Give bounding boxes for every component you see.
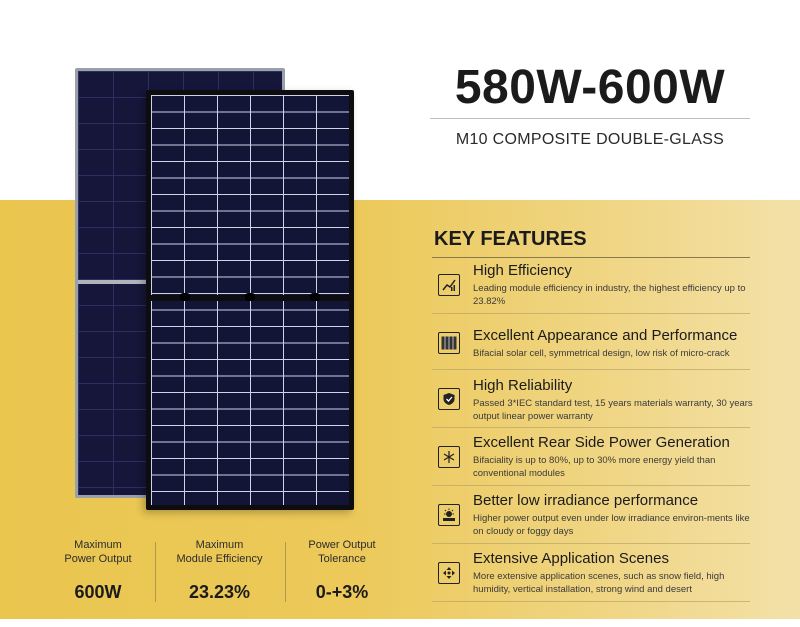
feature-title: Excellent Appearance and Performance	[473, 327, 738, 344]
junction-box	[310, 293, 320, 301]
feature-divider	[432, 601, 750, 602]
feature-description: Bifacial solar cell, symmetrical design,…	[473, 348, 730, 359]
key-features-divider	[432, 257, 750, 258]
spec-power-tolerance: Power Output Tolerance 0-+3%	[292, 538, 392, 608]
feature-title: Extensive Application Scenes	[473, 550, 669, 567]
feature-item: High Efficiency Leading module efficienc…	[432, 258, 750, 314]
low-irradiance-icon	[438, 504, 460, 526]
bottom-margin	[0, 619, 800, 627]
spec-module-efficiency: Maximum Module Efficiency 23.23%	[162, 538, 277, 608]
feature-description: Bifaciality is up to 80%, up to 30% more…	[473, 455, 716, 479]
spec-label: Maximum	[74, 539, 122, 551]
spec-divider	[155, 542, 156, 602]
spec-label: Module Efficiency	[176, 553, 263, 565]
solar-panel-front-image	[146, 90, 354, 510]
spec-divider	[285, 542, 286, 602]
spec-value: 600W	[74, 582, 122, 602]
rear-side-sun-icon	[438, 446, 460, 468]
page-title: 580W-600W	[454, 61, 726, 114]
feature-item: Excellent Appearance and Performance Bif…	[432, 314, 750, 370]
page-subtitle: M10 COMPOSITE DOUBLE-GLASS	[455, 131, 725, 148]
spec-label: Maximum	[195, 539, 244, 551]
spec-label: Power Output	[308, 539, 376, 551]
application-scenes-icon	[438, 562, 460, 584]
feature-divider	[432, 485, 750, 486]
feature-description: Passed 3*IEC standard test, 15 years mat…	[473, 398, 753, 422]
feature-description: Leading module efficiency in industry, t…	[473, 283, 746, 307]
solar-cell-icon	[438, 332, 460, 354]
feature-title: High Reliability	[473, 377, 573, 394]
feature-divider	[432, 543, 750, 544]
key-features-heading: KEY FEATURES	[434, 228, 587, 250]
feature-description: Higher power output even under low irrad…	[473, 513, 750, 537]
spec-label: Power Output	[64, 553, 132, 565]
spec-max-power: Maximum Power Output 600W	[48, 538, 148, 608]
feature-divider	[432, 369, 750, 370]
feature-item: High Reliability Passed 3*IEC standard t…	[432, 370, 753, 428]
junction-box	[180, 293, 190, 301]
efficiency-chart-icon	[438, 274, 460, 296]
spec-label: Tolerance	[318, 553, 366, 565]
feature-item: Extensive Application Scenes More extens…	[432, 544, 750, 602]
title-divider	[430, 118, 750, 119]
spec-value: 0-+3%	[315, 582, 369, 602]
shield-icon	[438, 388, 460, 410]
feature-divider	[432, 313, 750, 314]
spec-value: 23.23%	[188, 582, 251, 602]
feature-description: More extensive application scenes, such …	[473, 571, 725, 595]
junction-box	[245, 293, 255, 301]
feature-item: Excellent Rear Side Power Generation Bif…	[432, 428, 750, 486]
feature-title: High Efficiency	[473, 262, 572, 279]
feature-title: Better low irradiance performance	[473, 492, 699, 509]
feature-title: Excellent Rear Side Power Generation	[473, 434, 730, 451]
feature-divider	[432, 427, 750, 428]
feature-item: Better low irradiance performance Higher…	[432, 486, 750, 544]
